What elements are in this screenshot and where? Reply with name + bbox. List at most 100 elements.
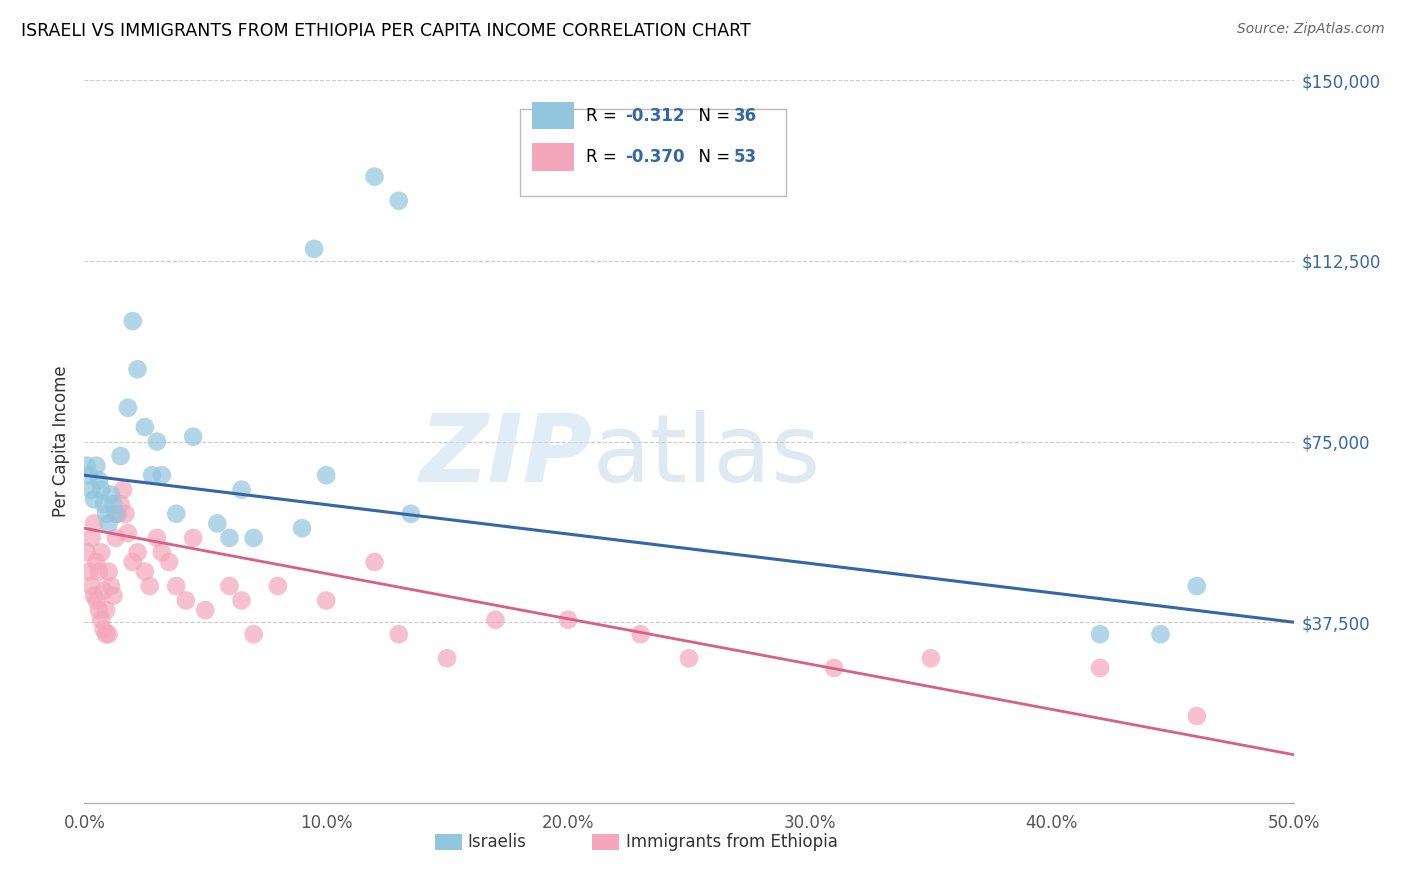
Point [218, 579, 240, 593]
Text: ZIP: ZIP [419, 410, 592, 502]
Point [207, 516, 229, 531]
Point [94, 603, 117, 617]
Point [103, 497, 125, 511]
Point [104, 507, 127, 521]
Point [97, 565, 120, 579]
Point [97, 627, 120, 641]
Text: Source: ZipAtlas.com: Source: ZipAtlas.com [1237, 22, 1385, 37]
Point [76, 458, 98, 473]
Text: N =: N = [688, 148, 735, 166]
Text: 53: 53 [734, 148, 756, 166]
Text: 36: 36 [734, 107, 756, 125]
Text: -0.312: -0.312 [624, 107, 685, 125]
Point [80, 531, 103, 545]
Point [150, 468, 173, 483]
Point [121, 555, 143, 569]
Point [194, 603, 217, 617]
Point [77, 468, 100, 483]
Text: -0.370: -0.370 [624, 148, 685, 166]
Point [110, 449, 132, 463]
Point [134, 565, 156, 579]
Point [302, 242, 325, 256]
Point [1088, 627, 1111, 641]
Point [315, 468, 337, 483]
Point [121, 314, 143, 328]
Point [1185, 709, 1208, 723]
Point [90, 545, 112, 559]
Point [94, 507, 117, 521]
Point [267, 579, 290, 593]
Y-axis label: Per Capita Income: Per Capita Income [52, 366, 70, 517]
Point [104, 531, 127, 545]
Point [77, 565, 100, 579]
Text: ISRAELI VS IMMIGRANTS FROM ETHIOPIA PER CAPITA INCOME CORRELATION CHART: ISRAELI VS IMMIGRANTS FROM ETHIOPIA PER … [21, 22, 751, 40]
Point [1149, 627, 1171, 641]
Point [134, 420, 156, 434]
Point [920, 651, 942, 665]
Point [93, 583, 115, 598]
Point [86, 555, 108, 569]
Point [87, 473, 110, 487]
Text: atlas: atlas [592, 410, 821, 502]
Point [242, 627, 264, 641]
Point [80, 579, 103, 593]
Point [218, 531, 240, 545]
Point [100, 579, 122, 593]
Point [557, 613, 579, 627]
Point [76, 545, 98, 559]
Point [1088, 661, 1111, 675]
Point [87, 565, 110, 579]
Point [823, 661, 845, 675]
Point [86, 593, 108, 607]
Point [1185, 579, 1208, 593]
Point [87, 603, 110, 617]
Point [174, 593, 197, 607]
Point [484, 613, 506, 627]
Point [231, 593, 253, 607]
Point [112, 483, 135, 497]
Text: R =: R = [586, 148, 623, 166]
Point [388, 627, 411, 641]
Point [80, 483, 103, 497]
Point [157, 555, 180, 569]
Point [146, 531, 169, 545]
Point [93, 623, 115, 637]
Point [100, 487, 122, 501]
Text: N =: N = [688, 107, 735, 125]
Text: Immigrants from Ethiopia: Immigrants from Ethiopia [626, 833, 838, 851]
Point [127, 362, 149, 376]
Point [107, 507, 129, 521]
Point [86, 458, 108, 473]
Point [150, 545, 173, 559]
Point [291, 521, 314, 535]
Point [117, 526, 139, 541]
Point [436, 651, 458, 665]
Point [83, 589, 105, 603]
Text: Israelis: Israelis [468, 833, 526, 851]
Point [181, 430, 204, 444]
Point [242, 531, 264, 545]
Point [165, 579, 187, 593]
Point [315, 593, 337, 607]
Point [399, 507, 422, 521]
Point [363, 169, 385, 184]
Point [678, 651, 700, 665]
Bar [434, 834, 461, 850]
Point [83, 516, 105, 531]
Point [94, 627, 117, 641]
Point [127, 545, 149, 559]
Point [110, 497, 132, 511]
Point [83, 492, 105, 507]
FancyBboxPatch shape [531, 143, 574, 170]
Point [90, 613, 112, 627]
Point [90, 483, 112, 497]
Point [138, 579, 160, 593]
FancyBboxPatch shape [531, 102, 574, 129]
Point [388, 194, 411, 208]
Point [363, 555, 385, 569]
Point [103, 589, 125, 603]
Point [165, 507, 187, 521]
Point [97, 516, 120, 531]
Point [630, 627, 652, 641]
Point [93, 497, 115, 511]
